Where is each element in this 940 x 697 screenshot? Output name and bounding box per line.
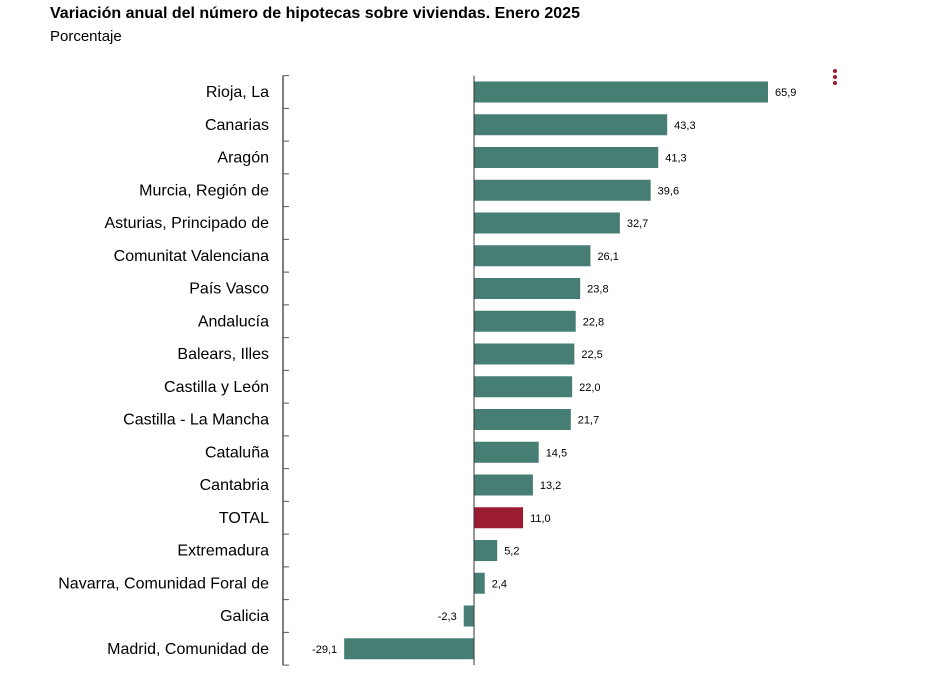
category-label: Galicia <box>220 608 269 625</box>
data-label: 43,3 <box>674 120 695 132</box>
category-label: Murcia, Región de <box>139 182 269 199</box>
category-label: País Vasco <box>189 281 269 298</box>
data-label: 65,9 <box>775 87 796 99</box>
data-label: 22,0 <box>579 382 600 394</box>
chart-subtitle: Porcentaje <box>50 28 122 45</box>
data-label: 22,5 <box>581 349 602 361</box>
bar <box>474 343 575 365</box>
category-label: Asturias, Principado de <box>104 215 269 232</box>
category-label: Canarias <box>205 117 269 134</box>
kebab-menu-icon[interactable] <box>829 69 841 89</box>
data-label: 2,4 <box>492 578 507 590</box>
category-label: Aragón <box>217 150 269 167</box>
data-label: 5,2 <box>504 546 519 558</box>
category-label: Cantabria <box>200 477 269 494</box>
chart-title: Variación anual del número de hipotecas … <box>50 5 580 22</box>
data-label: 21,7 <box>578 415 599 427</box>
category-label: Navarra, Comunidad Foral de <box>58 575 269 592</box>
menu-dot <box>833 69 837 73</box>
bar <box>474 147 659 168</box>
category-label: Comunitat Valenciana <box>114 248 269 265</box>
bar <box>474 376 573 398</box>
bar <box>474 278 581 299</box>
bar <box>474 114 668 136</box>
category-label: Castilla y León <box>164 379 269 396</box>
bar <box>474 507 524 529</box>
data-label: 11,0 <box>530 513 551 525</box>
data-label: 13,2 <box>540 480 561 492</box>
data-label: 26,1 <box>597 251 618 263</box>
category-label: TOTAL <box>219 510 269 527</box>
category-label: Balears, Illes <box>177 346 269 363</box>
category-label: Rioja, La <box>206 84 269 101</box>
data-label: -29,1 <box>312 644 337 656</box>
bar <box>474 245 591 267</box>
category-label: Extremadura <box>177 543 269 560</box>
data-label: 14,5 <box>546 447 567 459</box>
bar <box>474 540 498 561</box>
bar <box>474 212 620 234</box>
bar <box>463 605 474 627</box>
bar <box>474 310 576 332</box>
bar <box>344 638 474 660</box>
category-label: Madrid, Comunidad de <box>107 641 269 658</box>
data-label: -2,3 <box>438 611 457 623</box>
menu-dot <box>833 75 837 79</box>
bar <box>474 81 768 103</box>
bar <box>474 179 651 201</box>
category-label: Castilla - La Mancha <box>123 412 269 429</box>
bar <box>474 572 485 594</box>
data-label: 23,8 <box>587 284 608 296</box>
bar <box>474 409 571 430</box>
data-label: 22,8 <box>583 316 604 328</box>
category-label: Cataluña <box>205 444 269 461</box>
data-label: 41,3 <box>665 153 686 165</box>
data-label: 39,6 <box>658 185 679 197</box>
menu-dot <box>833 81 837 85</box>
bar <box>474 441 539 463</box>
category-label: Andalucía <box>198 313 269 330</box>
data-label: 32,7 <box>627 218 648 230</box>
bar <box>474 474 533 496</box>
